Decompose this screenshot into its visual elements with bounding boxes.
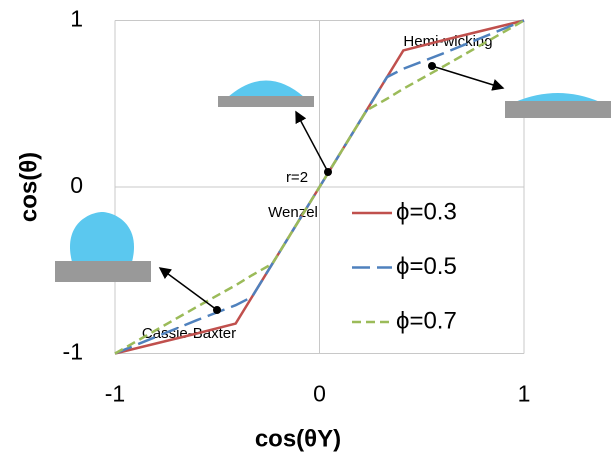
legend-label: ϕ=0.5	[396, 253, 457, 280]
x-tick-label: -1	[105, 381, 125, 407]
y-tick-label: -1	[63, 339, 83, 365]
arrow	[160, 268, 217, 310]
annotation: r=2	[286, 169, 308, 186]
legend-label: ϕ=0.3	[396, 198, 457, 225]
droplet-icon	[55, 212, 151, 282]
y-tick-label: 0	[70, 172, 83, 198]
droplet-icon	[505, 93, 611, 118]
arrow	[432, 66, 503, 88]
chart: cos(θY) cos(θ) Hemi-wicking r=2 Wenzel C…	[0, 0, 611, 457]
droplet-icon	[218, 81, 314, 108]
legend-label: ϕ=0.7	[396, 307, 457, 334]
dot	[213, 306, 221, 314]
y-axis-title: cos(θ)	[15, 152, 42, 222]
arrow	[296, 112, 328, 172]
annotation: Wenzel	[268, 204, 318, 221]
dot	[324, 168, 332, 176]
page: {"chart_data": {"type": "line", "x_label…	[0, 0, 611, 457]
y-tick-label: 1	[70, 6, 83, 32]
x-tick-label: 0	[313, 381, 326, 407]
x-tick-label: 1	[518, 381, 531, 407]
dot	[428, 62, 436, 70]
x-axis-title: cos(θY)	[255, 425, 341, 452]
